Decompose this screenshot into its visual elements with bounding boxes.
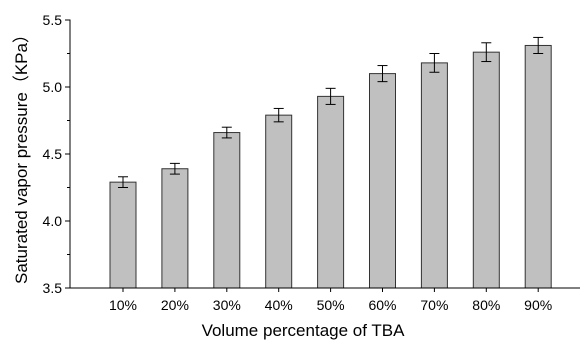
- x-tick-label-5: 50%: [317, 297, 345, 313]
- bar-8: [472, 51, 500, 289]
- x-tick-label-4: 40%: [265, 297, 293, 313]
- bar-4: [265, 114, 293, 289]
- x-ticks-layer: 10% 20% 30% 40% 50% 60% 70% 80% 90%: [109, 288, 552, 313]
- bar-1: [109, 181, 137, 289]
- y-axis-title: Saturated vapor pressure（KPa）: [12, 26, 31, 284]
- y-tick-label-2: 4.0: [43, 213, 63, 229]
- bar-3: [213, 132, 241, 289]
- x-tick-label-2: 20%: [161, 297, 189, 313]
- x-tick-label-7: 70%: [420, 297, 448, 313]
- x-tick-label-8: 80%: [472, 297, 500, 313]
- x-tick-label-3: 30%: [213, 297, 241, 313]
- bar-6: [369, 73, 396, 289]
- bar-2: [161, 168, 189, 289]
- y-tick-label-3: 4.5: [43, 146, 63, 162]
- x-tick-label-9: 90%: [524, 297, 552, 313]
- bars-layer: [109, 44, 552, 289]
- error-bars-layer: [118, 36, 544, 188]
- bar-7: [420, 62, 448, 289]
- x-tick-label-6: 60%: [368, 297, 396, 313]
- bar-5: [317, 95, 345, 289]
- x-tick-label-1: 10%: [109, 297, 137, 313]
- x-axis-title: Volume percentage of TBA: [202, 321, 406, 340]
- y-ticks-layer: 3.5 4.0 4.5 5.0 5.5: [43, 12, 70, 296]
- bar-9: [524, 44, 552, 289]
- y-tick-label-5: 5.5: [43, 12, 63, 28]
- y-tick-label-1: 3.5: [43, 280, 63, 296]
- y-tick-label-4: 5.0: [43, 79, 63, 95]
